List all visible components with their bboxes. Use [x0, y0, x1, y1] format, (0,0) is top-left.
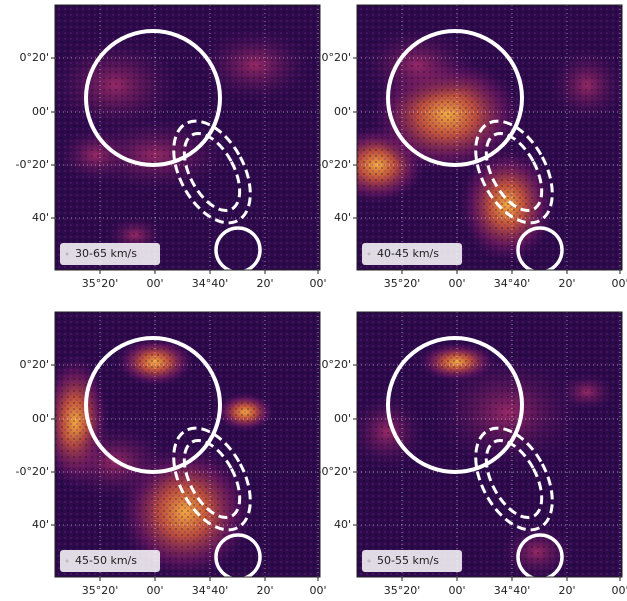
panel-label: 45-50 km/s [75, 554, 137, 567]
x-tick-label: 35°20' [384, 277, 421, 290]
y-tick-label: -0°20' [16, 465, 50, 478]
panel: 45-50 km/s 0°20' 00' -0°20' 40' 35°20' 00' 34°4… [16, 312, 327, 597]
y-tick-label: 00' [334, 412, 351, 425]
x-tick-label: 35°20' [82, 584, 119, 597]
label-dot [368, 560, 371, 563]
x-tick-label: 00' [146, 277, 163, 290]
x-tick-label: 20' [558, 584, 575, 597]
y-tick-label: 0°20' [19, 51, 49, 64]
x-tick-label: 00' [309, 584, 326, 597]
x-tick-label: 34°40' [494, 584, 531, 597]
panel: 50-55 km/s 0°20' 00' -0°20' 40' 35°20' 00' 34°4… [318, 312, 627, 597]
x-tick-label: 35°20' [82, 277, 119, 290]
x-tick-label: 34°40' [192, 277, 229, 290]
label-dot [66, 560, 69, 563]
panel: 40-45 km/s 0°20' 00' -0°20' 40' 35°20' 00' 34°4… [318, 5, 627, 290]
map-image [45, 5, 320, 270]
x-tick-label: 20' [256, 584, 273, 597]
y-tick-label: 0°20' [321, 358, 351, 371]
y-tick-label: -0°20' [318, 465, 352, 478]
y-tick-label: 00' [334, 105, 351, 118]
x-tick-label: 20' [256, 277, 273, 290]
y-tick-label: 00' [32, 105, 49, 118]
y-tick-label: 40' [32, 518, 49, 531]
map-image [40, 312, 320, 582]
x-tick-label: 20' [558, 277, 575, 290]
map-image [347, 312, 622, 582]
x-tick-label: 00' [611, 277, 627, 290]
x-tick-label: 34°40' [494, 277, 531, 290]
y-tick-label: 00' [32, 412, 49, 425]
panel-label: 40-45 km/s [377, 247, 439, 260]
y-tick-label: 40' [334, 211, 351, 224]
x-tick-label: 00' [611, 584, 627, 597]
x-tick-label: 34°40' [192, 584, 229, 597]
y-tick-label: 40' [32, 211, 49, 224]
y-tick-label: -0°20' [318, 158, 352, 171]
figure: 30-65 km/s 0°20' 00' -0°20' 40' 35°20' 00' 34°4… [0, 0, 627, 597]
label-dot [368, 253, 371, 256]
label-dot [66, 253, 69, 256]
x-tick-label: 00' [309, 277, 326, 290]
y-tick-label: 40' [334, 518, 351, 531]
x-tick-label: 00' [448, 584, 465, 597]
x-tick-label: 00' [146, 584, 163, 597]
y-tick-label: -0°20' [16, 158, 50, 171]
x-tick-label: 35°20' [384, 584, 421, 597]
y-tick-label: 0°20' [19, 358, 49, 371]
panel-label: 30-65 km/s [75, 247, 137, 260]
x-tick-label: 00' [448, 277, 465, 290]
panel: 30-65 km/s 0°20' 00' -0°20' 40' 35°20' 00' 34°4… [16, 5, 327, 290]
panel-label: 50-55 km/s [377, 554, 439, 567]
y-tick-label: 0°20' [321, 51, 351, 64]
